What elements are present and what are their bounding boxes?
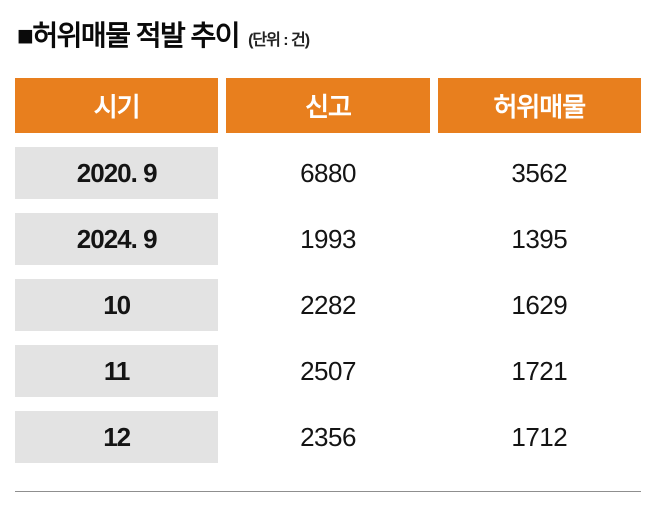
table-cell-fake-listings: 1629 — [437, 279, 641, 331]
column-header-reports: 신고 — [226, 78, 430, 133]
infographic: ■허위매물 적발 추이 (단위 : 건) 시기 신고 허위매물 2020. 9 … — [15, 14, 641, 492]
table-cell-fake-listings: 1721 — [437, 345, 641, 397]
page-title: ■허위매물 적발 추이 — [17, 20, 241, 51]
row-label: 2024. 9 — [15, 213, 219, 265]
row-label: 10 — [15, 279, 219, 331]
column-header-period: 시기 — [15, 78, 219, 133]
bottom-divider — [15, 491, 641, 492]
column-header-fake-listings: 허위매물 — [437, 78, 641, 133]
table-cell-fake-listings: 1712 — [437, 411, 641, 463]
table-cell-reports: 2507 — [226, 345, 430, 397]
table-cell-fake-listings: 3562 — [437, 147, 641, 199]
table-cell-reports: 2282 — [226, 279, 430, 331]
table-cell-reports: 2356 — [226, 411, 430, 463]
row-label: 12 — [15, 411, 219, 463]
unit-label: (단위 : 건) — [248, 32, 310, 49]
table-cell-fake-listings: 1395 — [437, 213, 641, 265]
table-cell-reports: 1993 — [226, 213, 430, 265]
row-label: 11 — [15, 345, 219, 397]
row-label: 2020. 9 — [15, 147, 219, 199]
fake-listing-table: 시기 신고 허위매물 2020. 9 6880 3562 2024. 9 199… — [15, 78, 641, 463]
table-cell-reports: 6880 — [226, 147, 430, 199]
title-row: ■허위매물 적발 추이 (단위 : 건) — [17, 14, 641, 54]
